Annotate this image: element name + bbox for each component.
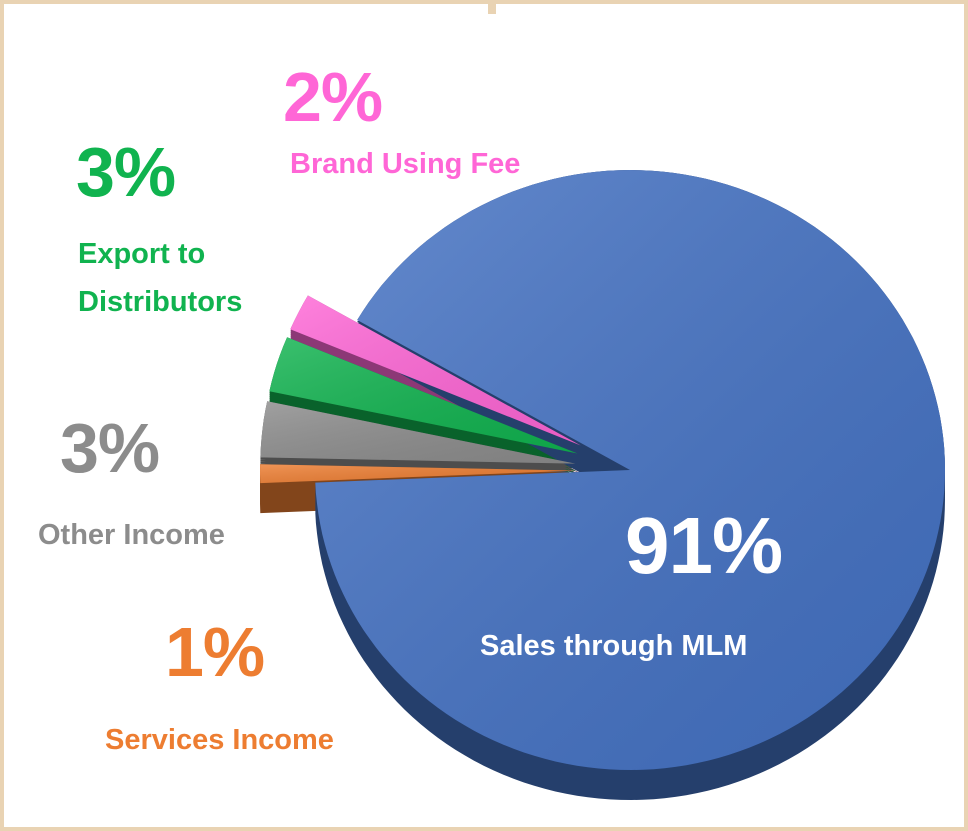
category-label: Sales through MLM (480, 630, 748, 662)
value-label: 91% (625, 501, 783, 590)
slice-shine (315, 170, 945, 770)
value-label: 3% (60, 409, 160, 487)
frame-notch (488, 0, 496, 14)
category-label: Brand Using Fee (290, 148, 521, 180)
slice-shine (269, 337, 578, 454)
value-label: 1% (165, 613, 265, 691)
category-label: Export to Distributors (78, 238, 243, 318)
slice-shine (290, 295, 581, 446)
category-label: Services Income (105, 724, 334, 756)
slice-shine (260, 401, 576, 464)
slice-shine (260, 464, 576, 484)
category-label: Other Income (38, 519, 225, 551)
value-label: 3% (76, 133, 176, 211)
value-label: 2% (283, 58, 383, 136)
